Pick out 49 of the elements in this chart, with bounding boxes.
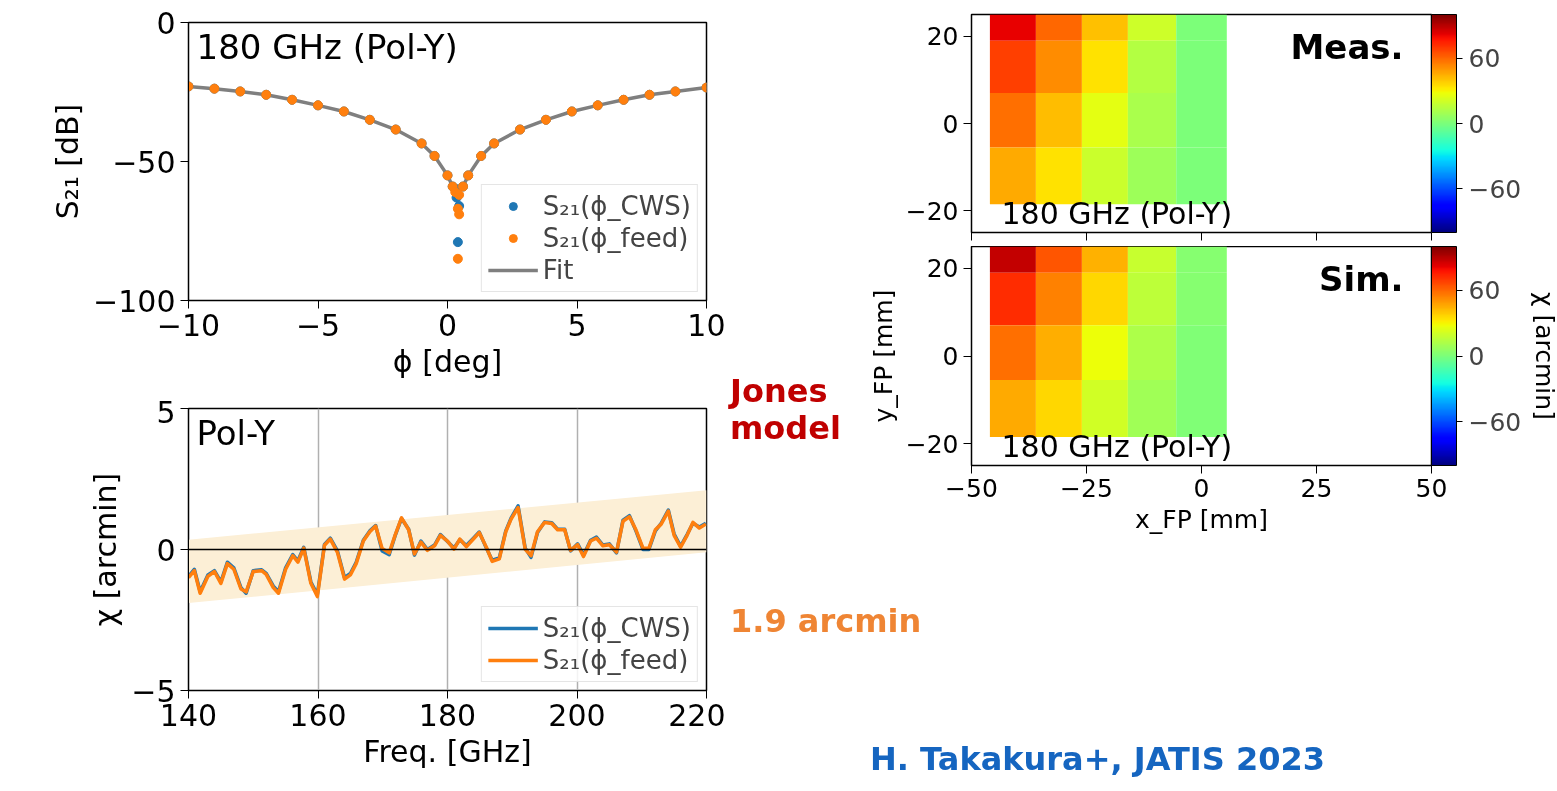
y-tick-label: 0: [942, 109, 959, 139]
y-axis-title: y_FP [mm]: [868, 289, 898, 423]
chart-title: 180 GHz (Pol-Y): [196, 26, 458, 67]
y-tick-label: 5: [156, 394, 176, 430]
x-tick-label: 200: [548, 697, 606, 733]
legend-label: S₂₁(ϕ_feed): [542, 223, 689, 253]
x-tick-label: 0: [437, 307, 458, 343]
legend-label: S₂₁(ϕ_CWS): [542, 191, 691, 221]
x-tick-label: 50: [1415, 473, 1448, 503]
text: H. Takakura+, JATIS 2023: [870, 740, 1325, 778]
y-tick-label: 0: [156, 5, 176, 41]
annotation: 180 GHz (Pol-Y): [1001, 195, 1233, 231]
x-tick-label: 25: [1300, 473, 1333, 503]
text: Jones model: [730, 372, 841, 447]
x-tick-label: 220: [668, 697, 726, 733]
color-bar-label: 0: [1468, 342, 1485, 371]
x-tick-label: 0: [1193, 473, 1210, 503]
color-bar-label: 0: [1468, 109, 1485, 139]
y-tick-label: −20: [905, 429, 959, 459]
y-tick-label: 20: [926, 22, 959, 52]
x-tick-label: 10: [687, 307, 726, 343]
x-axis-title: Freq. [GHz]: [363, 733, 532, 769]
y-axis-title: S₂₁ [dB]: [50, 103, 86, 220]
y-tick-label: 20: [926, 254, 959, 284]
y-tick-label: 0: [942, 342, 959, 371]
chart-title: Sim.: [1319, 258, 1404, 299]
chart-title: Meas.: [1290, 26, 1404, 67]
x-axis-title: x_FP [mm]: [1135, 504, 1268, 534]
chart-title: Pol-Y: [196, 412, 276, 453]
x-tick-label: 5: [567, 307, 587, 343]
y-tick-label: −50: [112, 144, 176, 180]
y-tick-label: −20: [905, 196, 959, 226]
y-axis-title: χ [arcmin]: [88, 472, 124, 627]
color-bar-title: χ [arcmin]: [1529, 292, 1557, 420]
color-bar-label: −60: [1468, 407, 1522, 437]
x-axis-title: ϕ [deg]: [392, 343, 503, 379]
legend-label: S₂₁(ϕ_CWS): [542, 613, 691, 643]
color-bar-label: −60: [1468, 174, 1522, 204]
annotation: 180 GHz (Pol-Y): [1001, 428, 1233, 464]
text: 1.9 arcmin: [730, 602, 922, 640]
legend-label: Fit: [542, 255, 574, 285]
color-bar-label: 60: [1468, 276, 1501, 306]
x-tick-label: −5: [295, 307, 341, 343]
legend-label: S₂₁(ϕ_feed): [542, 645, 689, 675]
y-tick-label: 0: [156, 532, 176, 568]
color-bar-label: 60: [1468, 44, 1501, 74]
x-tick-label: 180: [418, 697, 477, 733]
x-tick-label: 160: [289, 697, 347, 733]
x-tick-label: −25: [1060, 473, 1113, 503]
